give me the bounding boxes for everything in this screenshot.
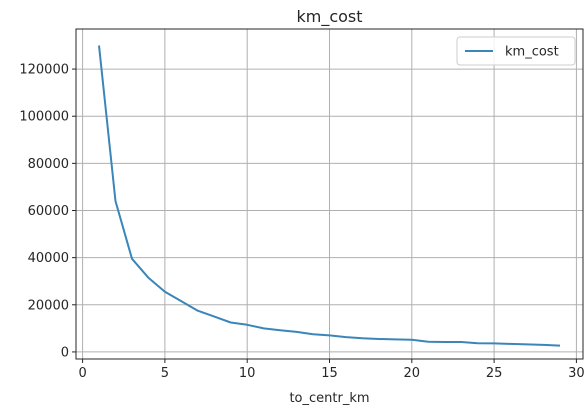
- x-tick-label: 25: [486, 366, 503, 381]
- x-tick-label: 30: [568, 366, 585, 381]
- x-tick-label: 0: [78, 366, 86, 381]
- x-tick-label: 15: [321, 366, 338, 381]
- y-tick-label: 40000: [28, 251, 69, 266]
- y-tick-label: 0: [61, 345, 69, 360]
- y-tick-label: 100000: [19, 110, 69, 125]
- y-tick-label: 60000: [28, 204, 69, 219]
- chart-title: km_cost: [296, 7, 362, 27]
- x-tick-label: 20: [404, 366, 421, 381]
- legend-label: km_cost: [505, 45, 559, 60]
- x-tick-label: 5: [161, 366, 169, 381]
- x-tick-label: 10: [239, 366, 256, 381]
- legend: km_cost: [457, 37, 575, 65]
- y-tick-label: 120000: [19, 63, 69, 78]
- y-tick-label: 20000: [28, 298, 69, 313]
- x-axis-label: to_centr_km: [289, 391, 369, 406]
- y-tick-label: 80000: [28, 157, 69, 172]
